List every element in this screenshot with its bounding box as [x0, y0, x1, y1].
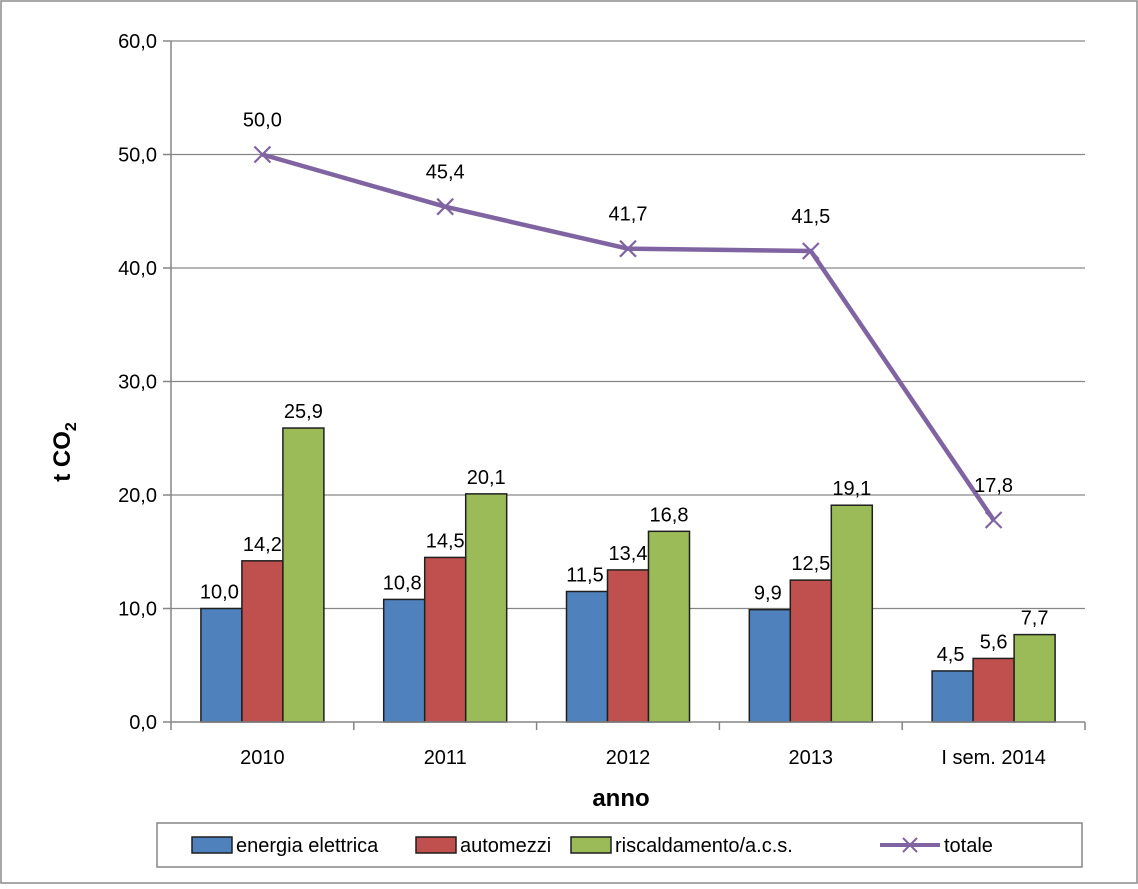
bar-data-label: 12,5 [791, 553, 830, 575]
total-line-marker [802, 242, 820, 260]
x-tick-label: 2012 [606, 747, 651, 769]
bar-energia-elettrica [748, 608, 792, 723]
y-axis-title-subscript: 2 [63, 422, 80, 431]
y-tick-label: 10,0 [118, 599, 157, 621]
legend: energia elettrica automezzi riscaldamento/… [156, 822, 1083, 868]
bar-data-label: 14,5 [426, 530, 465, 552]
total-data-label: 50,0 [243, 110, 282, 132]
x-tick-label: 2010 [240, 747, 285, 769]
bar-data-label: 25,9 [284, 401, 323, 423]
data-labels: 10,0 10,8 11,5 9,9 4,5 14,2 14,5 13,4 12,5 5,6 25,… [200, 110, 1049, 666]
y-axis-title-main: t CO [49, 431, 76, 482]
total-data-label: 17,8 [974, 475, 1013, 497]
bar-automezzi [423, 556, 467, 723]
bar-data-label: 13,4 [609, 543, 648, 565]
y-tick-label: 60,0 [118, 31, 157, 53]
legend-item: riscaldamento/a.c.s. [570, 835, 793, 857]
bar-riscaldamento-a-c-s- [830, 504, 874, 723]
legend-swatch [191, 836, 233, 854]
tick-labels: 0,0 10,0 20,0 30,0 40,0 50,0 60,0 2010 2011 2012 2… [118, 31, 1086, 769]
bar-riscaldamento-a-c-s- [647, 530, 691, 723]
y-tick-label: 20,0 [118, 485, 157, 507]
x-tick-label: 2013 [789, 747, 834, 769]
bar-automezzi [789, 579, 833, 723]
total-line-marker [984, 511, 1003, 529]
bar-energia-elettrica [200, 607, 243, 723]
x-axis-title: anno [592, 785, 649, 812]
bar-data-label: 11,5 [566, 564, 603, 586]
legend-label: totale [944, 835, 993, 857]
bar-data-label: 14,2 [243, 534, 282, 556]
bar-data-label: 4,5 [937, 644, 965, 666]
total-data-label: 41,5 [791, 206, 830, 228]
legend-item: automezzi [415, 835, 551, 857]
bar-data-label: 16,8 [650, 504, 689, 526]
bar-data-label: 10,0 [200, 582, 239, 604]
legend-label: riscaldamento/a.c.s. [615, 835, 793, 857]
bar-data-label: 10,8 [383, 572, 422, 594]
legend-item: totale [880, 835, 993, 857]
legend-label: automezzi [460, 835, 551, 857]
legend-swatch [415, 836, 457, 854]
bar-automezzi [606, 569, 650, 723]
bar-automezzi [972, 657, 1015, 723]
y-tick-label: 40,0 [118, 258, 157, 280]
total-data-label: 45,4 [426, 162, 465, 184]
total-line-marker [436, 197, 454, 216]
bar-riscaldamento-a-c-s- [1013, 633, 1056, 723]
bar-energia-elettrica [931, 670, 974, 723]
total-line [253, 145, 1003, 529]
legend-item: energia elettrica [191, 835, 379, 857]
total-line-marker [619, 239, 637, 258]
bar-data-label: 7,7 [1021, 608, 1049, 630]
legend-label: energia elettrica [236, 835, 379, 857]
y-tick-label: 30,0 [118, 372, 157, 394]
bar-energia-elettrica [382, 598, 426, 723]
y-tick-label: 0,0 [129, 712, 157, 734]
bar-riscaldamento-a-c-s- [282, 427, 325, 723]
bar-automezzi [241, 560, 284, 723]
x-tick-label: I sem. 2014 [941, 747, 1046, 769]
total-data-label: 41,7 [609, 204, 648, 226]
legend-swatch [570, 836, 612, 854]
bar-energia-elettrica [565, 590, 609, 723]
bar-data-label: 9,9 [754, 583, 782, 605]
bars [200, 427, 1056, 723]
y-axis-title: t CO2 [49, 422, 80, 482]
total-line-marker [253, 145, 272, 164]
bar-data-label: 5,6 [980, 631, 1008, 653]
bar-data-label: 19,1 [832, 478, 871, 500]
bar-data-label: 20,1 [467, 467, 506, 489]
x-tick-label: 2011 [424, 747, 467, 769]
y-tick-label: 50,0 [118, 145, 157, 167]
bar-riscaldamento-a-c-s- [464, 493, 508, 723]
